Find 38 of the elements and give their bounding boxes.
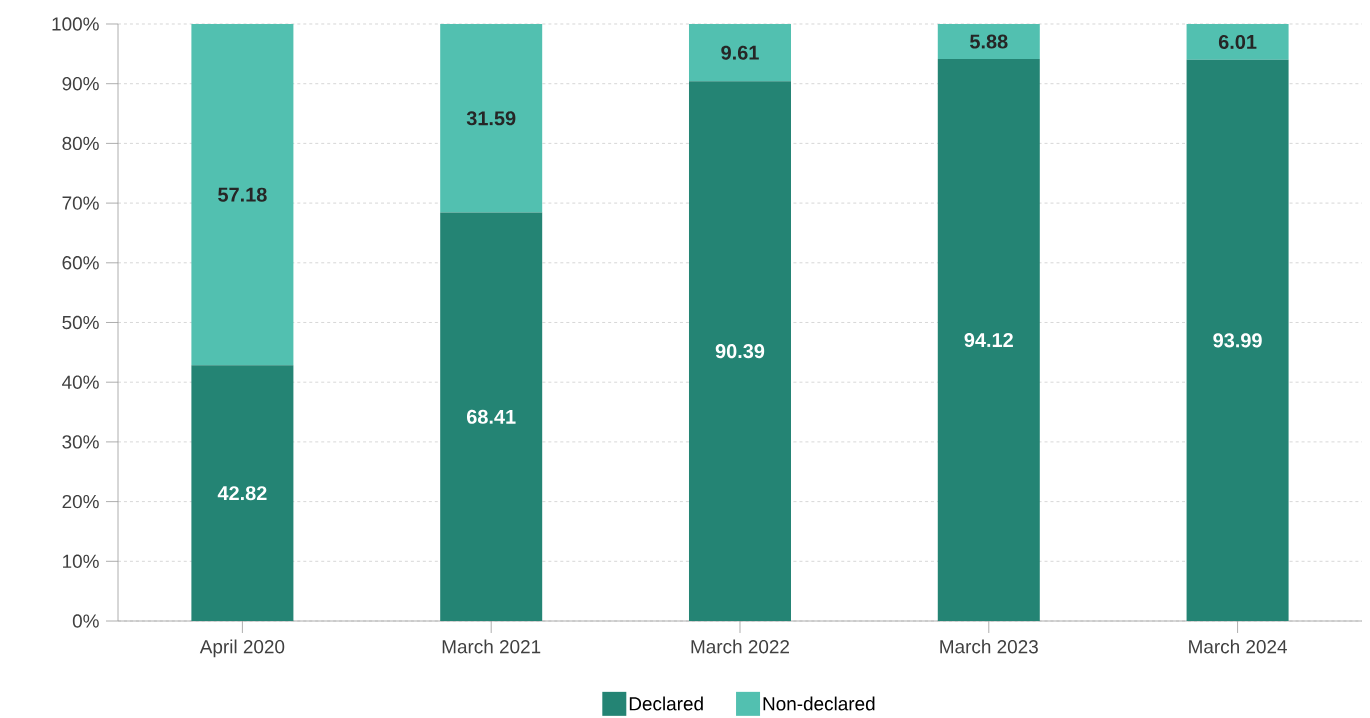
x-tick-label: March 2024 xyxy=(1189,639,1287,654)
bar xyxy=(1186,59,1289,621)
x-tick-label: March 2021 xyxy=(442,639,541,654)
data-label: 93.99 xyxy=(1213,333,1262,348)
bar xyxy=(688,23,791,82)
bar xyxy=(440,212,543,621)
y-tick-label: 0% xyxy=(72,614,99,628)
y-tick-label: 40% xyxy=(62,375,99,389)
bar xyxy=(440,23,543,213)
data-label: 5.88 xyxy=(970,34,1008,49)
data-label: 9.61 xyxy=(721,45,759,60)
y-tick-label: 100% xyxy=(52,17,99,31)
data-label: 42.82 xyxy=(217,486,267,501)
data-label: 6.01 xyxy=(1218,34,1257,49)
y-tick-label: 10% xyxy=(63,554,99,568)
x-tick-label: March 2022 xyxy=(691,639,789,654)
bar xyxy=(937,59,1040,621)
data-label: 57.18 xyxy=(218,187,267,202)
y-tick-label: 50% xyxy=(62,315,99,330)
data-label: 94.12 xyxy=(964,333,1013,348)
bar xyxy=(688,81,791,621)
y-tick-label: 30% xyxy=(62,435,99,449)
legend-label: Non-declared xyxy=(763,696,875,711)
y-tick-label: 70% xyxy=(62,196,99,210)
data-label: 68.41 xyxy=(467,409,516,424)
legend-label: Declared xyxy=(629,696,703,711)
y-tick-label: 20% xyxy=(62,494,99,509)
x-tick-label: March 2023 xyxy=(940,639,1038,654)
y-tick-label: 60% xyxy=(62,256,99,270)
x-tick-label: April 2020 xyxy=(199,639,285,658)
bar xyxy=(191,365,294,621)
data-label: 90.39 xyxy=(715,344,765,359)
data-label: 31.59 xyxy=(466,111,516,126)
bar xyxy=(937,23,1040,60)
bar xyxy=(1186,23,1289,60)
bar xyxy=(191,23,294,366)
y-tick-label: 80% xyxy=(62,136,99,151)
y-tick-label: 90% xyxy=(62,76,99,91)
